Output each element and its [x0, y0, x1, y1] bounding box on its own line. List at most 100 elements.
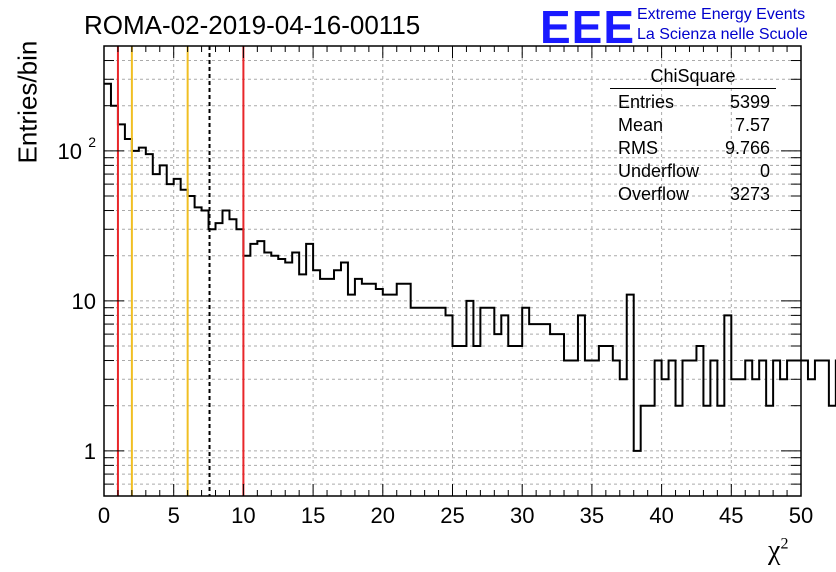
x-tick-label: 35 — [580, 503, 604, 528]
stats-value: 7.57 — [734, 115, 770, 135]
histogram-bar — [683, 361, 690, 496]
histogram-bar — [146, 154, 153, 496]
histogram-bar — [759, 361, 766, 496]
histogram-bar — [696, 346, 703, 496]
histogram-bar — [411, 308, 418, 496]
histogram-bar — [480, 308, 487, 496]
histogram-bar — [459, 346, 466, 496]
x-tick-label: 0 — [98, 503, 110, 528]
histogram-bar — [195, 207, 202, 496]
histogram-bar — [202, 211, 209, 496]
histogram-bar — [487, 308, 494, 496]
eee-logo: EEE — [540, 1, 636, 53]
histogram-bar — [139, 148, 146, 496]
histogram-bar — [271, 256, 278, 496]
y-tick-label-exponent: 2 — [88, 134, 96, 150]
x-tick-label: 30 — [510, 503, 534, 528]
histogram-bar — [536, 324, 543, 496]
histogram-bar — [592, 361, 599, 496]
histogram-bar — [453, 346, 460, 496]
histogram-bar — [801, 361, 808, 496]
histogram-bar — [662, 379, 669, 496]
stats-row-mean: Mean 7.57 — [610, 114, 776, 137]
x-tick-label: 10 — [231, 503, 255, 528]
histogram-bar — [313, 270, 320, 496]
histogram-bar — [222, 211, 229, 496]
histogram-bar — [745, 361, 752, 496]
stats-title: ChiSquare — [610, 66, 776, 89]
histogram-bar — [815, 361, 822, 496]
histogram-bar — [515, 346, 522, 496]
stats-value: 5399 — [729, 92, 770, 112]
histogram-bar — [585, 361, 592, 496]
histogram-bar — [292, 253, 299, 496]
y-tick-label: 10 — [58, 139, 82, 164]
histogram-bar — [264, 253, 271, 496]
histogram-bar — [229, 219, 236, 496]
histogram-bar — [620, 379, 627, 496]
histogram-bar — [808, 379, 815, 496]
histogram-bar — [466, 301, 473, 496]
histogram-bar — [787, 361, 794, 496]
stats-value: 3273 — [729, 184, 770, 204]
histogram-bar — [216, 223, 223, 496]
x-tick-label: 20 — [371, 503, 395, 528]
run-title: ROMA-02-2019-04-16-00115 — [84, 10, 421, 40]
logo-line-2: La Scienza nelle Scuole — [637, 26, 808, 43]
histogram-bar — [780, 379, 787, 496]
histogram-bar — [494, 334, 501, 496]
histogram-bar — [689, 361, 696, 496]
histogram-bar — [320, 279, 327, 496]
histogram-bar — [606, 346, 613, 496]
stats-value: 9.766 — [724, 138, 770, 158]
histogram-bar — [327, 279, 334, 496]
histogram-bar — [174, 179, 181, 496]
y-axis-label: Entries/bin — [12, 40, 43, 164]
histogram-bar — [613, 361, 620, 496]
histogram-bar — [334, 270, 341, 496]
histogram-bar — [160, 165, 167, 496]
stats-row-rms: RMS 9.766 — [610, 137, 776, 160]
histogram-bar — [655, 361, 662, 496]
histogram-bar — [355, 279, 362, 496]
logo-line-1: Extreme Energy Events — [637, 6, 806, 23]
histogram-bar — [473, 346, 480, 496]
histogram-bar — [432, 308, 439, 496]
histogram-bar — [167, 184, 174, 496]
x-tick-label: 15 — [301, 503, 325, 528]
histogram-bar — [599, 346, 606, 496]
histogram-bar — [669, 361, 676, 496]
histogram-bar — [243, 256, 250, 496]
stats-label: Mean — [618, 115, 664, 135]
histogram-bar — [773, 361, 780, 496]
histogram-bar — [710, 361, 717, 496]
x-axis-label: χ2 — [768, 535, 788, 567]
histogram-bar — [752, 379, 759, 496]
histogram-bar — [794, 361, 801, 496]
histogram-bar — [731, 379, 738, 496]
stats-row-entries: Entries 5399 — [610, 91, 776, 114]
x-axis-label-sup: 2 — [780, 535, 789, 553]
histogram-bar — [522, 308, 529, 496]
stats-value: 0 — [759, 161, 770, 181]
stats-label: Entries — [618, 92, 675, 112]
histogram-bar — [236, 229, 243, 496]
stats-label: RMS — [618, 138, 658, 158]
histogram-bar — [425, 308, 432, 496]
histogram-bar — [118, 124, 125, 496]
histogram-bar — [564, 361, 571, 496]
histogram-bar — [153, 174, 160, 496]
x-tick-label: 40 — [649, 503, 673, 528]
x-axis-label-symbol: χ — [768, 535, 781, 566]
histogram-bar — [829, 406, 836, 496]
histogram-bar — [543, 324, 550, 496]
histogram-bar — [125, 139, 132, 496]
y-tick-label: 1 — [84, 439, 96, 464]
histogram-bar — [439, 308, 446, 496]
histogram-bar — [550, 334, 557, 496]
histogram-bar — [557, 334, 564, 496]
histogram-bar — [529, 324, 536, 496]
stats-row-overflow: Overflow 3273 — [610, 183, 776, 206]
histogram-bar — [571, 361, 578, 496]
